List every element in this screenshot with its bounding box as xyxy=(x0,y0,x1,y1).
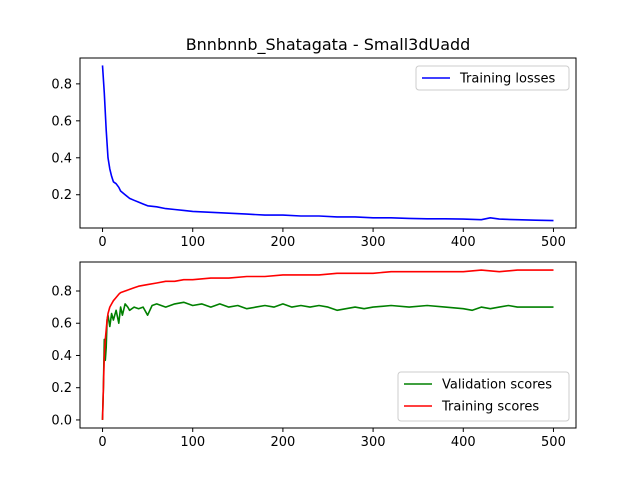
legend-label: Training losses xyxy=(459,72,556,87)
x-tick-label: 0 xyxy=(98,435,106,450)
x-tick-label: 100 xyxy=(180,235,205,250)
x-tick-label: 100 xyxy=(180,435,205,450)
scores-subplot: 0 100 200 300 400 500 0.0 0.2 0.4 0.6 0.8 Validati… xyxy=(51,261,577,450)
y-tick-label: 0.4 xyxy=(51,349,72,364)
x-tick-label: 0 xyxy=(98,235,106,250)
training-losses-subplot: 0 100 200 300 400 500 0.2 0.4 0.6 0.8 Training lo… xyxy=(51,57,577,250)
x-tick-label: 300 xyxy=(361,235,386,250)
legend-box xyxy=(415,65,570,91)
y-tick-label: 0.8 xyxy=(51,77,72,92)
figure-title: Bnnbnnb_Shatagata - Small3dUadd xyxy=(186,35,471,55)
training-scores-line xyxy=(101,269,554,420)
training-losses-line xyxy=(101,65,554,222)
x-tick-label: 200 xyxy=(270,435,295,450)
legend-label: Training scores xyxy=(441,400,539,415)
y-tick-label: 0.8 xyxy=(51,285,72,300)
y-tick-label: 0.0 xyxy=(51,413,72,428)
y-tick-label: 0.4 xyxy=(51,151,72,166)
x-tick-label: 500 xyxy=(541,435,566,450)
series-lines xyxy=(101,65,554,222)
axis-ticks: 0 100 200 300 400 500 0.2 0.4 0.6 0.8 xyxy=(51,77,566,250)
y-tick-label: 0.6 xyxy=(51,114,72,129)
y-tick-label: 0.2 xyxy=(51,188,72,203)
x-tick-label: 400 xyxy=(451,235,476,250)
x-tick-label: 200 xyxy=(270,235,295,250)
validation-scores-line xyxy=(101,301,554,420)
legend: Validation scores Training scores xyxy=(397,371,570,422)
axis-ticks: 0 100 200 300 400 500 0.0 0.2 0.4 0.6 0.8 xyxy=(51,285,566,450)
y-tick-label: 0.6 xyxy=(51,317,72,332)
x-tick-label: 300 xyxy=(361,435,386,450)
x-tick-label: 500 xyxy=(541,235,566,250)
y-tick-label: 0.2 xyxy=(51,381,72,396)
series-lines xyxy=(101,269,554,420)
x-tick-label: 400 xyxy=(451,435,476,450)
legend-box xyxy=(397,371,570,422)
legend-label: Validation scores xyxy=(442,378,552,393)
legend: Training losses xyxy=(415,65,570,91)
